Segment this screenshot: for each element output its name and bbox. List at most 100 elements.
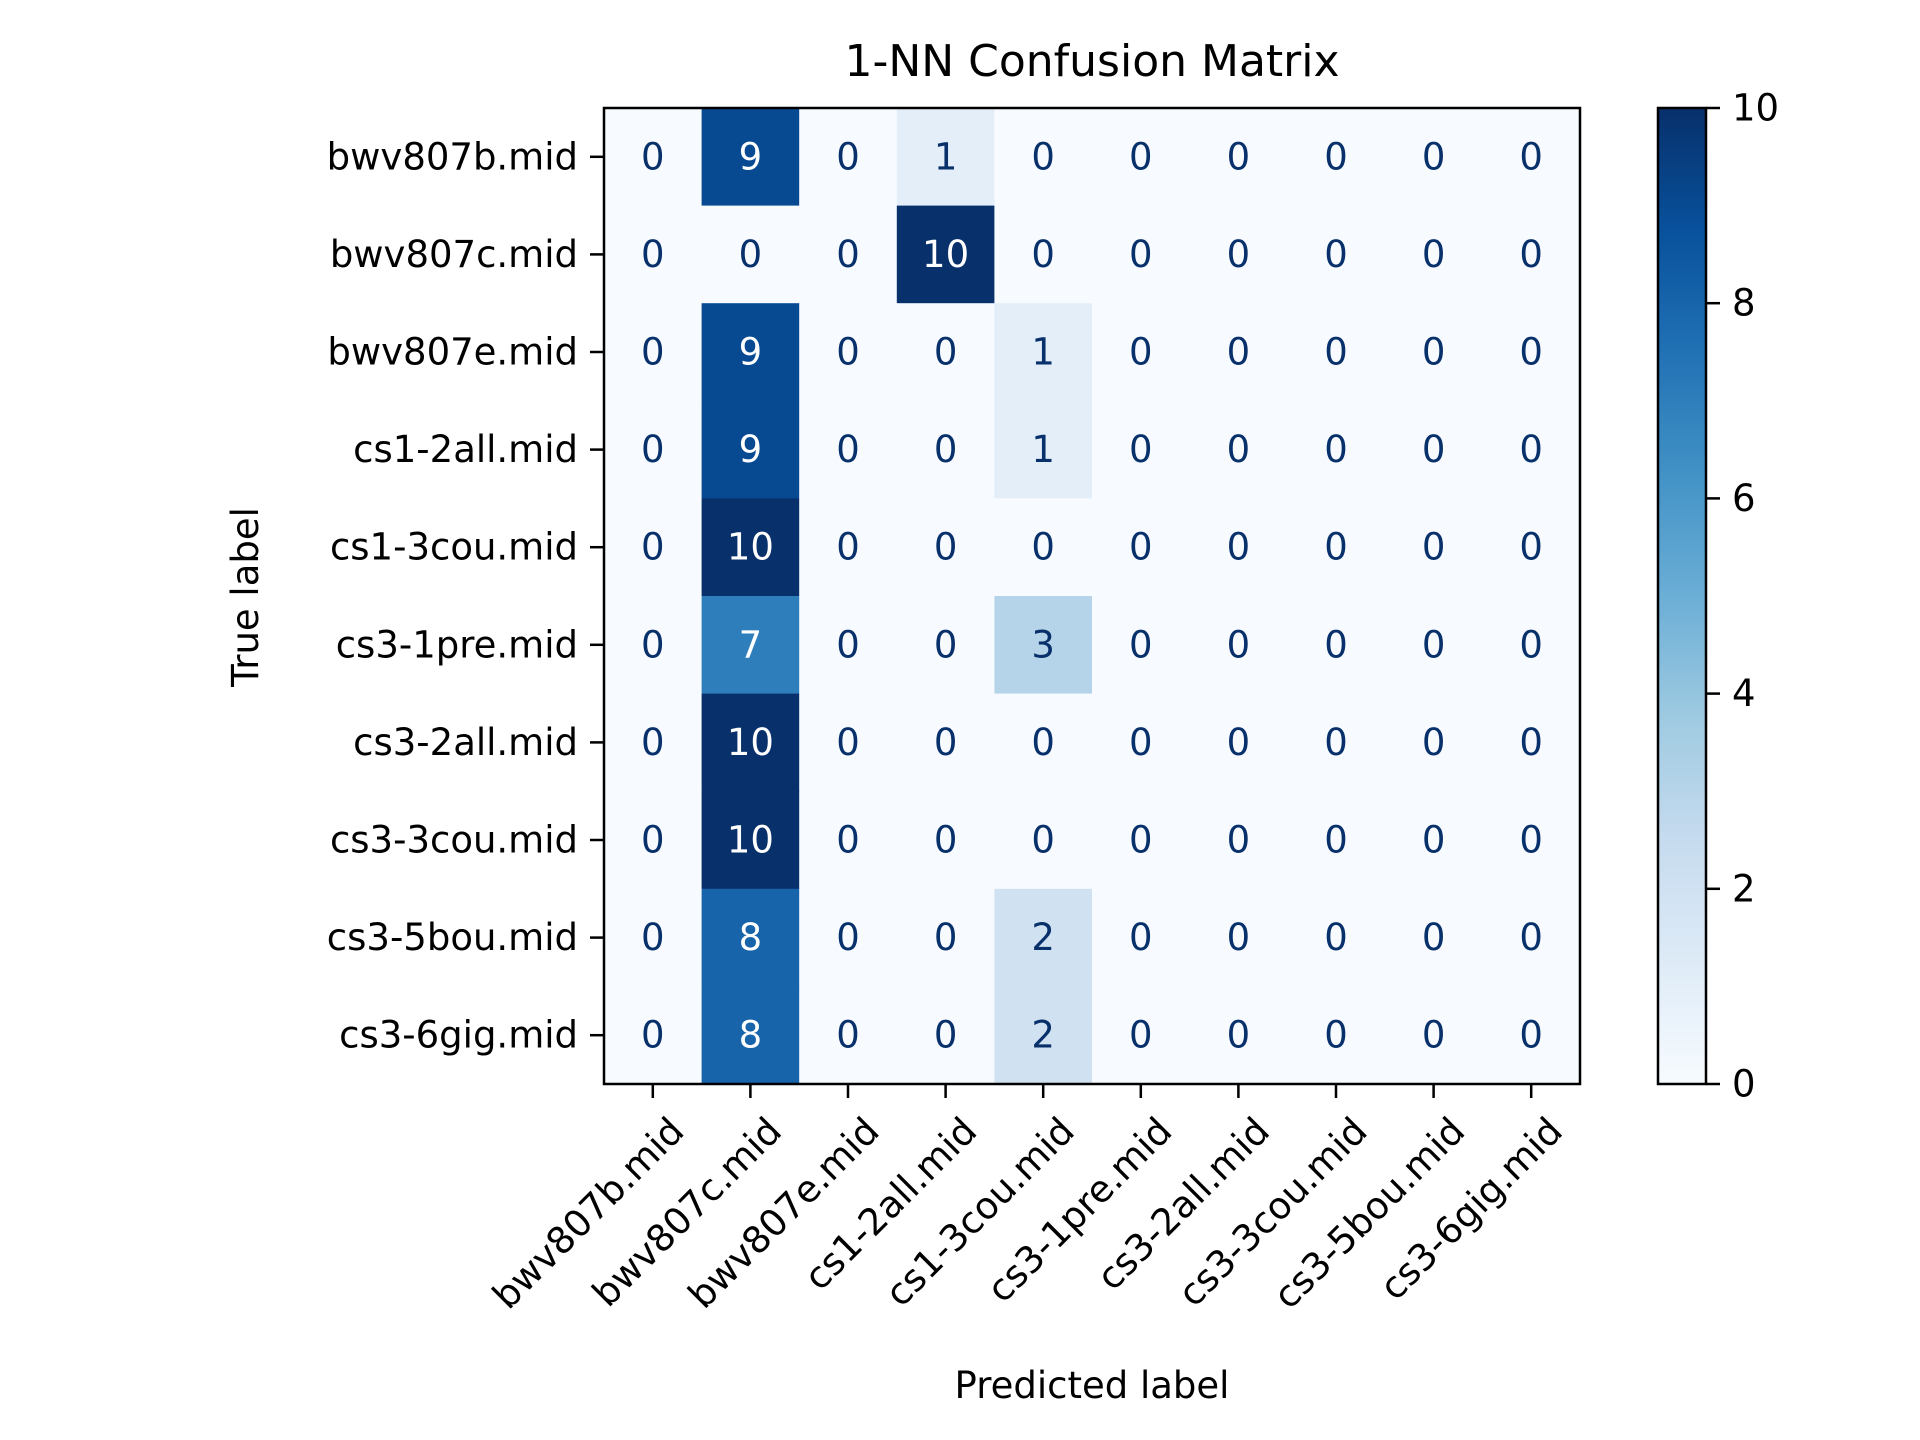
cell-value: 0	[1227, 819, 1251, 862]
heatmap-cell	[799, 596, 898, 695]
cell-value: 0	[641, 721, 665, 764]
heatmap-cell-labels: 0 9 0 1 0 0 0 0 0 00 0 0 10 0 0 0 0 0 00 9 0 0 1 0 0 0 0 00 9 0 0 1 0 0 0 0…	[641, 135, 1543, 1056]
heatmap-cell	[994, 888, 1093, 987]
cell-value: 0	[1227, 623, 1251, 666]
colorbar-tick-label: 10	[1732, 87, 1779, 130]
heatmap-cell	[1384, 986, 1483, 1085]
heatmap-cell	[604, 791, 703, 890]
heatmap-cell	[1189, 400, 1288, 499]
cell-value: 0	[934, 1014, 958, 1057]
heatmap-cell	[604, 303, 703, 402]
heatmap-cell	[1092, 498, 1191, 597]
heatmap-cell	[1482, 791, 1581, 890]
heatmap-cell	[799, 791, 898, 890]
y-axis: bwv807b.mid bwv807c.mid bwv807e.mid cs1-2al…	[327, 135, 604, 1057]
cell-value: 0	[1129, 1014, 1153, 1057]
cell-value: 9	[739, 135, 763, 178]
heatmap-cell	[994, 400, 1093, 499]
colorbar-tick-label: 4	[1732, 672, 1756, 715]
cell-value: 0	[1031, 819, 1055, 862]
cell-value: 10	[922, 233, 969, 276]
chart-title: 1-NN Confusion Matrix	[844, 36, 1339, 87]
cell-value: 0	[641, 135, 665, 178]
cell-value: 0	[1422, 623, 1446, 666]
heatmap-cell	[896, 303, 995, 402]
cell-value: 0	[641, 819, 665, 862]
heatmap-cell	[799, 888, 898, 987]
heatmap-cell	[896, 986, 995, 1085]
cell-value: 0	[836, 526, 860, 569]
heatmap-cell	[1482, 108, 1581, 207]
heatmap-cell	[994, 498, 1093, 597]
heatmap-cell	[1384, 205, 1483, 304]
cell-value: 0	[1129, 135, 1153, 178]
cell-value: 0	[1129, 526, 1153, 569]
cell-value: 0	[1519, 916, 1543, 959]
heatmap-cell	[1384, 888, 1483, 987]
heatmap-cell	[1482, 205, 1581, 304]
y-tick-label: cs1-3cou.mid	[330, 526, 578, 569]
heatmap-cell	[701, 205, 800, 304]
y-tick-label: cs3-1pre.mid	[336, 623, 578, 666]
y-tick-label: cs3-2all.mid	[353, 721, 578, 764]
cell-value: 0	[1324, 526, 1348, 569]
heatmap-cell	[701, 498, 800, 597]
heatmap-cell	[1482, 693, 1581, 792]
heatmap-cell	[701, 986, 800, 1085]
heatmap-cell	[1287, 888, 1386, 987]
cell-value: 0	[1227, 428, 1251, 471]
y-tick-label: bwv807c.mid	[330, 233, 578, 276]
heatmap-cell	[1384, 498, 1483, 597]
heatmap-cell	[1482, 596, 1581, 695]
heatmap-cell	[994, 596, 1093, 695]
heatmap-cell	[1287, 986, 1386, 1085]
cell-value: 0	[1129, 233, 1153, 276]
cell-value: 1	[934, 135, 958, 178]
heatmap-cell	[994, 205, 1093, 304]
cell-value: 0	[1129, 428, 1153, 471]
colorbar-tick-label: 2	[1732, 867, 1756, 910]
heatmap-cell	[1189, 205, 1288, 304]
heatmap-cell	[994, 108, 1093, 207]
colorbar-tick-label: 8	[1732, 282, 1756, 325]
heatmap-cell	[1092, 693, 1191, 792]
cell-value: 0	[1227, 1014, 1251, 1057]
heatmap-cell	[799, 986, 898, 1085]
cell-value: 0	[1324, 916, 1348, 959]
heatmap-cell	[1287, 303, 1386, 402]
cell-value: 0	[1422, 1014, 1446, 1057]
cell-value: 0	[1519, 721, 1543, 764]
cell-value: 0	[1324, 623, 1348, 666]
cell-value: 0	[1422, 233, 1446, 276]
heatmap-cell	[1189, 693, 1288, 792]
cell-value: 2	[1031, 916, 1055, 959]
heatmap-cell	[1189, 596, 1288, 695]
heatmap-cell	[604, 498, 703, 597]
colorbar-frame	[1656, 106, 1708, 1086]
colorbar-gradient	[1658, 108, 1706, 1084]
cell-value: 1	[1031, 428, 1055, 471]
heatmap-cell	[1092, 888, 1191, 987]
colorbar-ticks: 0 2 4 6 8 10	[1706, 87, 1779, 1106]
cell-value: 0	[836, 819, 860, 862]
heatmap-cell	[1384, 596, 1483, 695]
heatmap-cell	[896, 498, 995, 597]
cell-value: 0	[1519, 428, 1543, 471]
cell-value: 0	[1422, 819, 1446, 862]
heatmap-cell	[701, 596, 800, 695]
y-axis-title: True label	[224, 507, 267, 688]
heatmap-cell	[896, 888, 995, 987]
cell-value: 0	[1422, 916, 1446, 959]
y-tick-label: cs3-6gig.mid	[339, 1014, 578, 1057]
heatmap-cell	[1092, 400, 1191, 499]
heatmap-cell	[896, 596, 995, 695]
heatmap-cell	[799, 303, 898, 402]
heatmap-cell	[1482, 400, 1581, 499]
heatmap-cell	[896, 400, 995, 499]
heatmap-cell	[896, 693, 995, 792]
cell-value: 0	[1031, 526, 1055, 569]
heatmap-cell	[1384, 693, 1483, 792]
heatmap-cell	[1189, 791, 1288, 890]
cell-value: 0	[1227, 135, 1251, 178]
cell-value: 0	[934, 623, 958, 666]
